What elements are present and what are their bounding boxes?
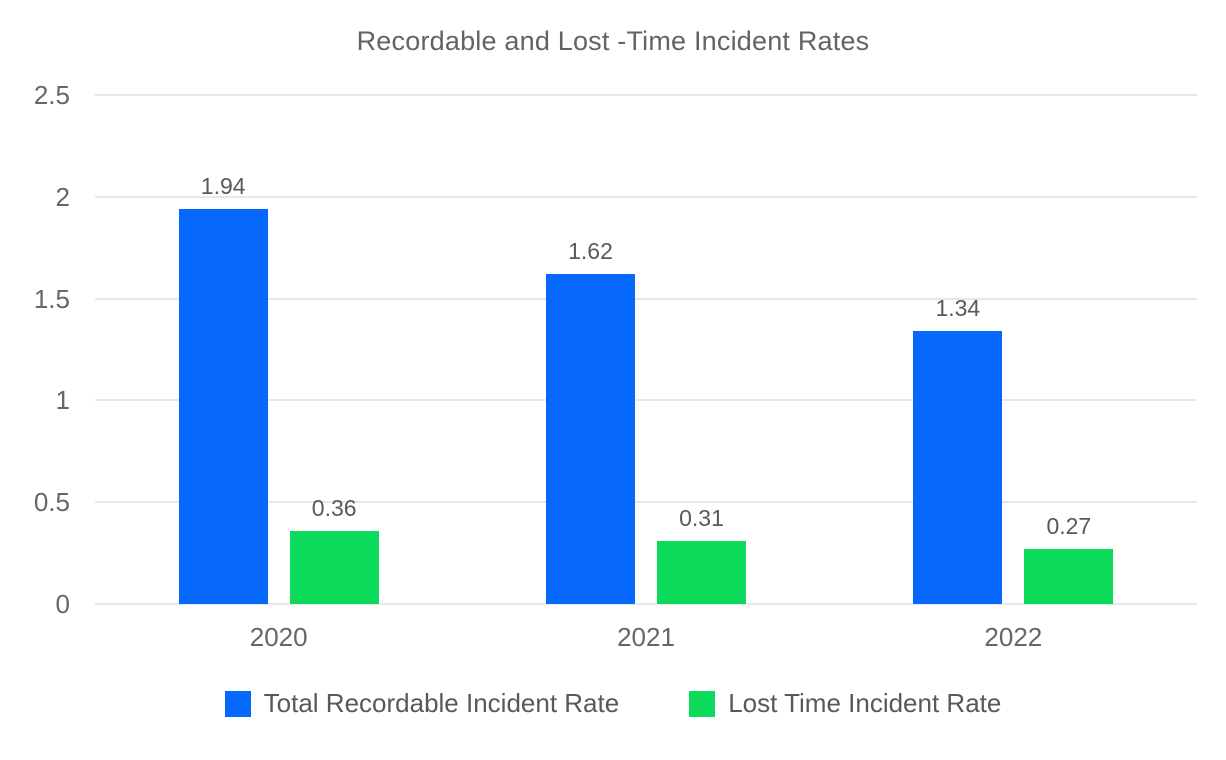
bar-data-label: 1.34: [935, 295, 981, 322]
gridline: [95, 94, 1197, 96]
bar-total-recordable-2022: [913, 331, 1003, 604]
gridline: [95, 501, 1197, 504]
x-axis-tick-label: 2022: [984, 622, 1043, 652]
y-axis-tick-label: 0.5: [33, 487, 70, 518]
legend-label: Lost Time Incident Rate: [728, 688, 1002, 718]
legend-label: Total Recordable Incident Rate: [263, 688, 620, 718]
bar-lost-time-2022: [1024, 549, 1114, 604]
y-axis-tick-label: 1: [55, 385, 70, 416]
bar-data-label: 0.31: [679, 504, 724, 531]
bar-lost-time-2021: [657, 540, 746, 604]
legend-swatch-icon: [689, 690, 716, 717]
bar-total-recordable-2021: [546, 274, 635, 604]
legend-item: Total Recordable Incident Rate: [224, 688, 620, 719]
gridline: [95, 603, 1197, 605]
bar-data-label: 1.62: [568, 238, 613, 265]
chart-title: Recordable and Lost -Time Incident Rates: [356, 26, 870, 56]
bar-data-label: 0.27: [1046, 513, 1092, 540]
x-axis-tick-label: 2020: [249, 622, 308, 652]
gridline: [95, 195, 1197, 198]
gridline: [95, 399, 1197, 402]
bar-data-label: 1.94: [200, 173, 246, 200]
y-axis-tick-label: 2.5: [33, 80, 70, 110]
bar-lost-time-2020: [289, 530, 379, 604]
y-axis-tick-label: 2: [55, 181, 70, 212]
legend-item: Lost Time Incident Rate: [689, 688, 1001, 719]
gridline: [95, 297, 1197, 300]
bar-data-label: 0.36: [311, 494, 357, 521]
x-axis-tick-label: 2021: [617, 622, 675, 652]
legend: Total Recordable Incident Rate Lost Time …: [0, 688, 1226, 719]
y-axis-tick-label: 0: [55, 589, 70, 619]
bar-total-recordable-2020: [178, 209, 268, 604]
y-axis-tick-label: 1.5: [33, 283, 70, 314]
legend-swatch-icon: [224, 690, 251, 717]
